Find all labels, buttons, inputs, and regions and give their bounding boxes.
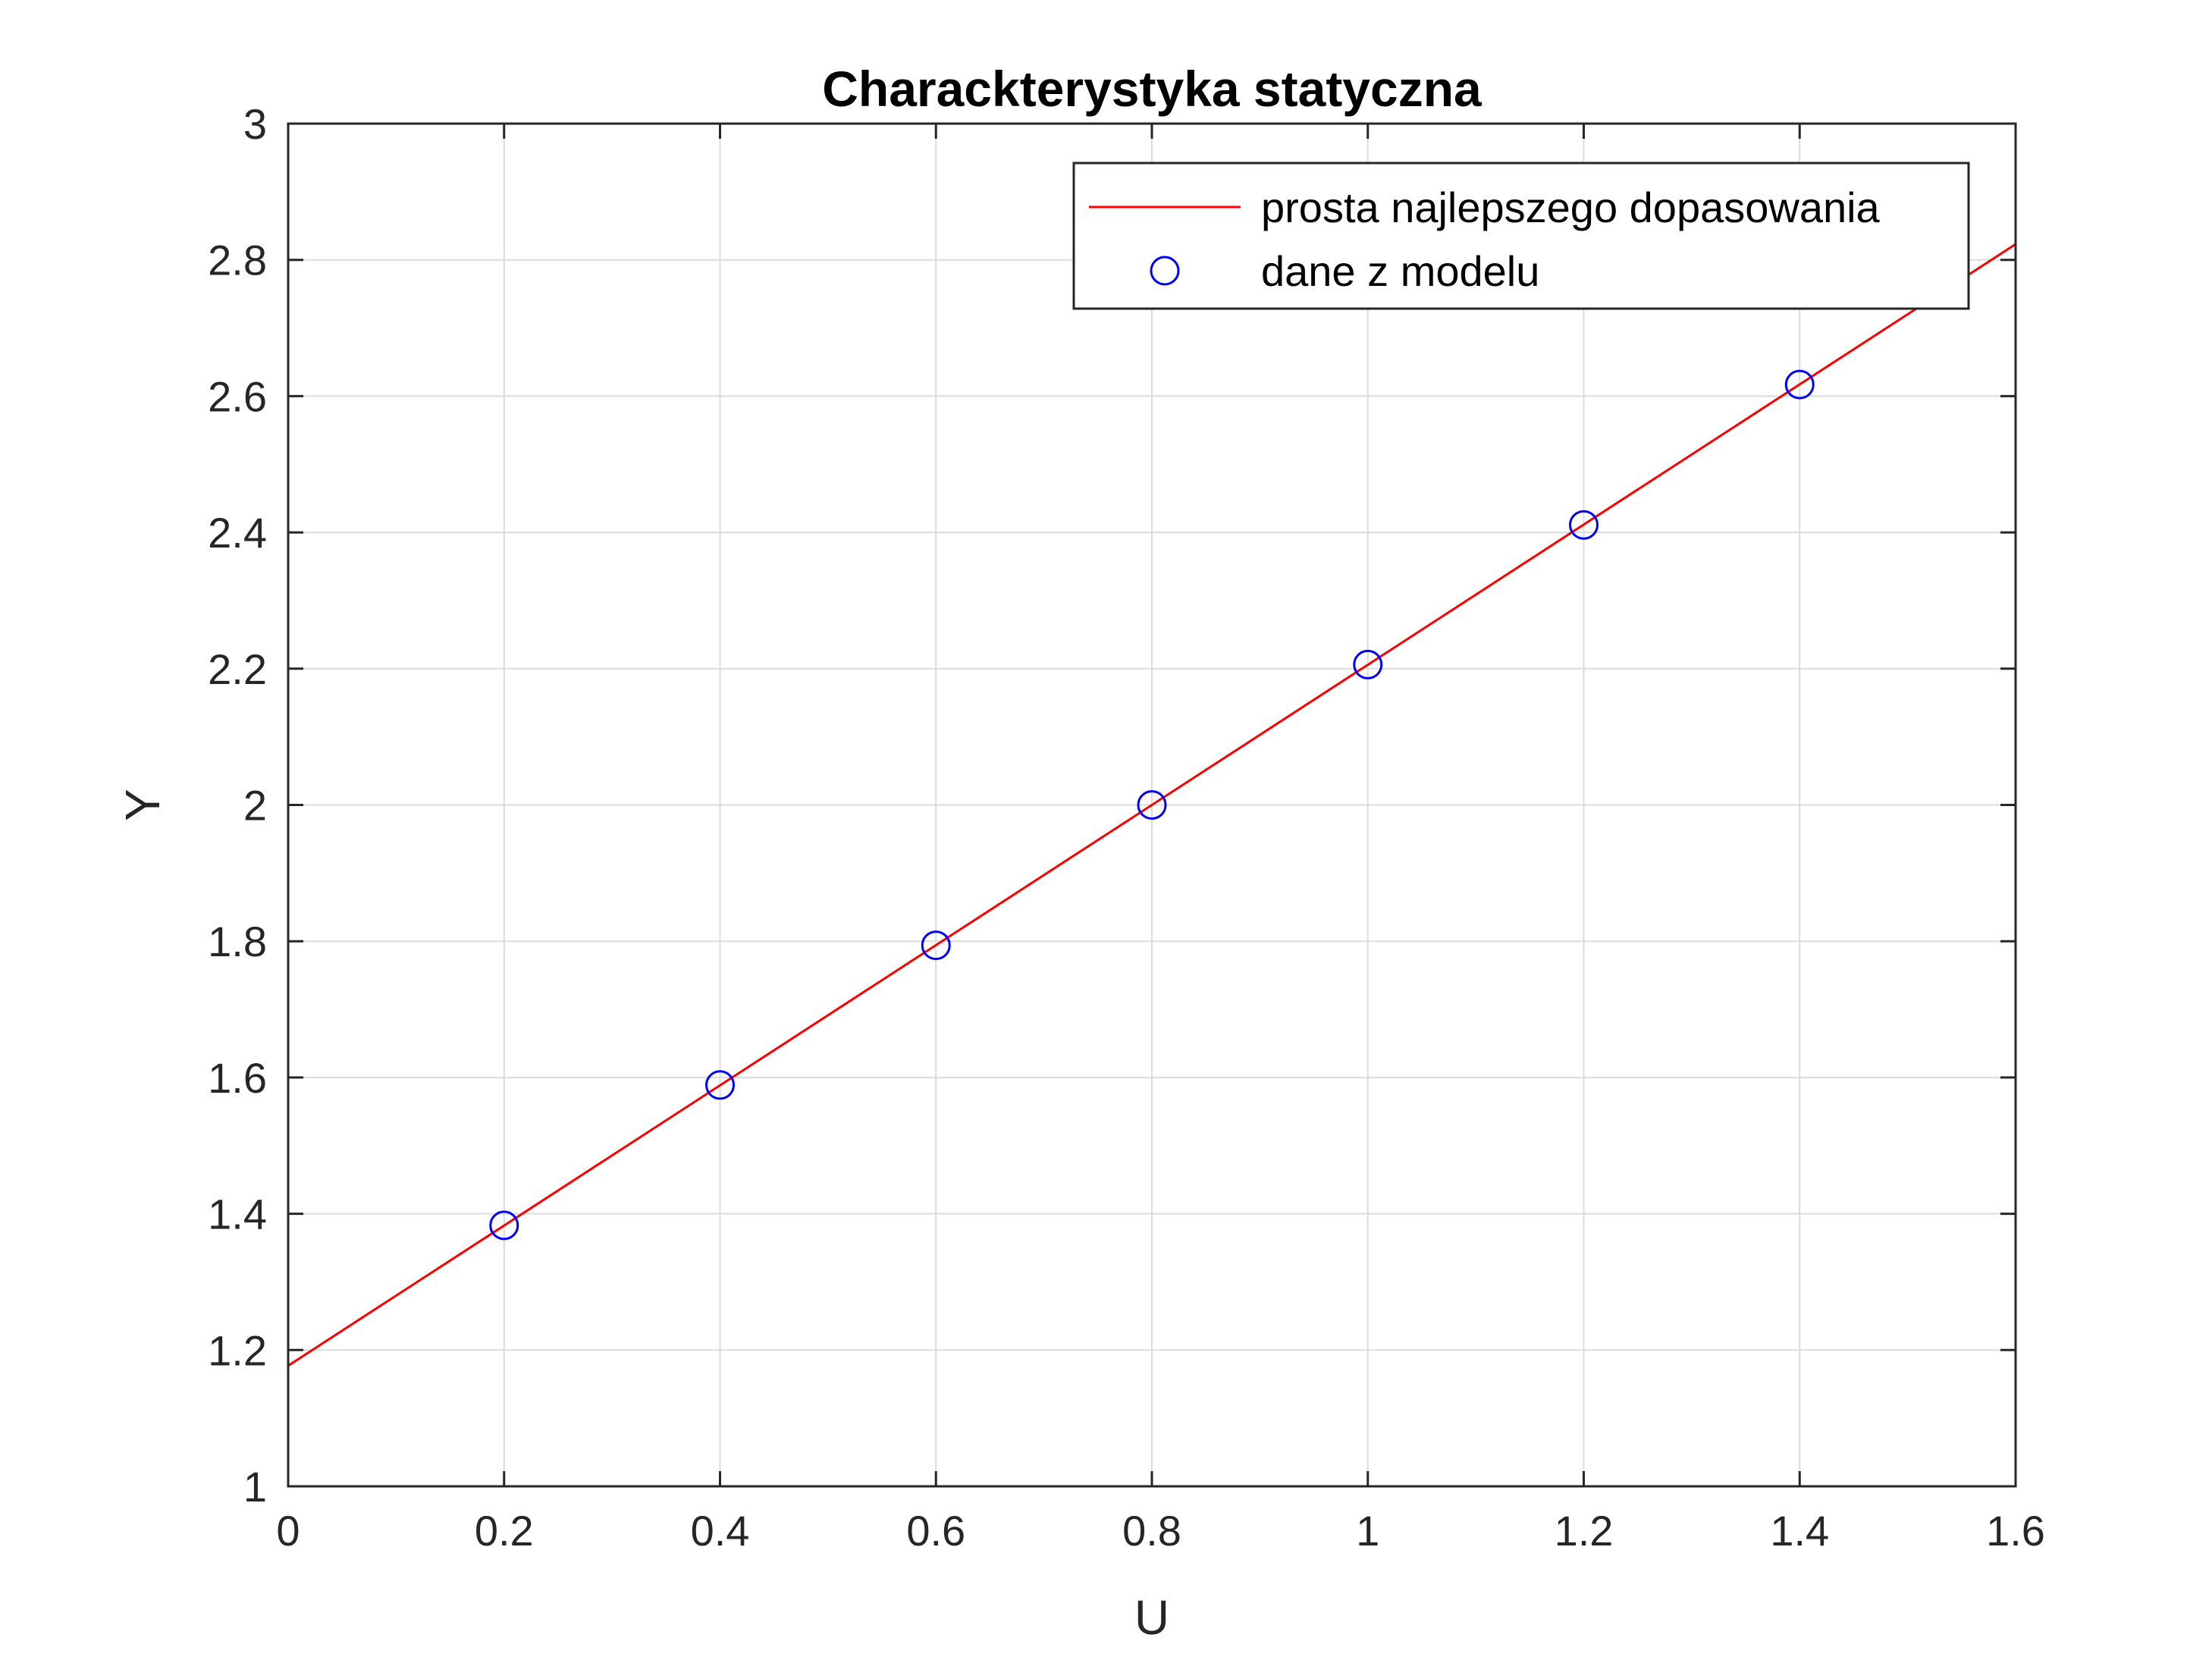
x-axis-label: U [1134,1590,1169,1645]
legend-entry-fit-line: prosta najlepszego dopasowania [1261,184,1881,231]
y-tick-label: 2.8 [208,237,267,284]
y-tick-label: 2 [243,782,267,830]
x-tick-label: 0.8 [1122,1507,1181,1555]
data-point-marker [1784,369,1815,400]
y-tick-label: 2.4 [208,509,267,557]
legend-box [1072,162,1970,310]
data-point-marker [1353,649,1383,679]
x-tick-label: 1.2 [1555,1507,1614,1555]
legend: prosta najlepszego dopasowania dane z mo… [1072,162,1970,310]
x-tick-label: 1.4 [1770,1507,1829,1555]
x-tick-label: 0.2 [475,1507,534,1555]
y-tick-label: 1.8 [208,918,267,965]
x-tick-label: 1.6 [1986,1507,2045,1555]
series-layer [287,243,2016,1367]
y-tick-label: 2.2 [208,645,267,693]
data-point-marker [489,1210,519,1241]
y-tick-label: 3 [243,100,267,148]
legend-entry-model-data: dane z modelu [1261,247,1539,295]
chart-title: Charackterystyka statyczna [822,61,1483,117]
x-tick-label: 0 [276,1507,300,1555]
fit-line [287,243,2016,1367]
y-tick-label: 1 [243,1463,267,1511]
legend-marker-sample [1150,256,1180,286]
ticks [287,122,2017,1488]
data-point-marker [1569,510,1599,540]
y-tick-label: 1.4 [208,1191,267,1238]
x-tick-label: 0.6 [906,1507,965,1555]
y-tick-label: 1.2 [208,1326,267,1374]
y-axis-label: Y [115,789,170,821]
y-tick-label: 2.6 [208,372,267,420]
x-tick-label: 0.4 [691,1507,750,1555]
x-tick-label: 1 [1356,1507,1379,1555]
tick-labels: 0 0.2 0.4 0.6 0.8 1 1.2 1.4 1.6 1 1.2 1.4 1.6 1.8 2 2.2… [208,100,2045,1555]
data-point-marker [1137,790,1167,820]
data-point-marker [921,930,951,961]
data-point-marker [705,1070,735,1100]
y-tick-label: 1.6 [208,1054,267,1102]
